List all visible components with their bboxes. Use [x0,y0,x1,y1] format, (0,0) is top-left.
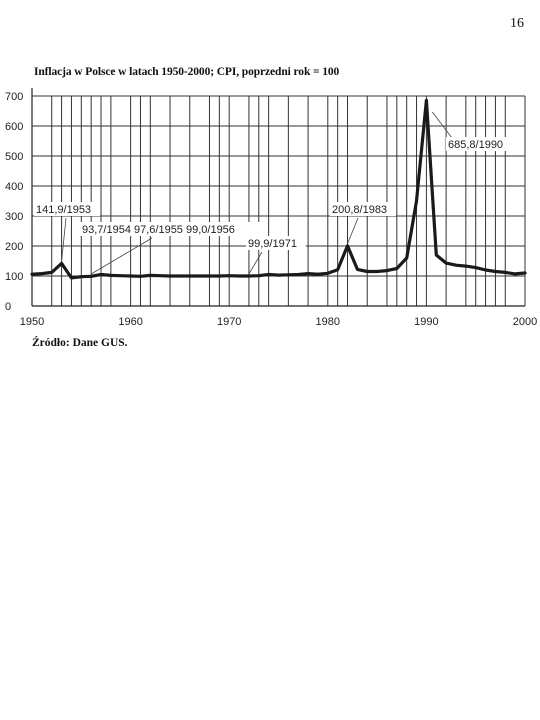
annotation-label: 99,9/1971 [248,238,297,250]
y-tick-label: 300 [5,211,23,223]
y-tick-label: 200 [5,241,23,253]
y-tick-label: 400 [5,181,23,193]
chart-title: Inflacja w Polsce w latach 1950-2000; CP… [34,66,340,78]
y-tick-label: 100 [5,271,23,283]
x-tick-label: 2000 [513,316,537,328]
x-tick-label: 1980 [316,316,340,328]
annotation-leader [248,251,263,275]
source-note: Źródło: Dane GUS. [32,337,128,349]
x-tick-label: 1990 [414,316,438,328]
annotation-leader [61,217,67,262]
annotation-leader [347,217,359,244]
annotation-background [446,137,512,151]
y-tick-label: 600 [5,121,23,133]
annotation-label: 200,8/1983 [332,204,387,216]
y-tick-label: 500 [5,151,23,163]
inflation-line-chart: 0 100 200 300 400 500 600 700 1950 1960 1970 1980 19… [5,88,537,328]
x-tick-label: 1960 [118,316,142,328]
annotation-background [246,236,306,250]
annotation-label: 93,7/1954 97,6/1955 99,0/1956 [82,224,235,236]
annotation-background [34,202,100,216]
annotation-label: 685,8/1990 [448,139,503,151]
x-tick-label: 1970 [217,316,241,328]
annotation-leader [431,111,453,139]
series-layer [30,98,527,280]
axes: 0 100 200 300 400 500 600 700 1950 1960 1970 1980 19… [5,88,537,328]
annotation-label: 141,9/1953 [36,204,91,216]
y-tick-label: 700 [5,91,23,103]
x-tick-label: 1950 [20,316,44,328]
annotation-leader [90,237,153,275]
annotation-background [80,222,264,236]
y-tick-label: 0 [5,301,11,313]
page-number: 16 [510,16,524,31]
annotations: 141,9/1953 93,7/1954 97,6/1955 99,0/1956 9… [34,111,512,275]
annotation-background [330,202,396,216]
cpi-series-line [30,98,527,280]
